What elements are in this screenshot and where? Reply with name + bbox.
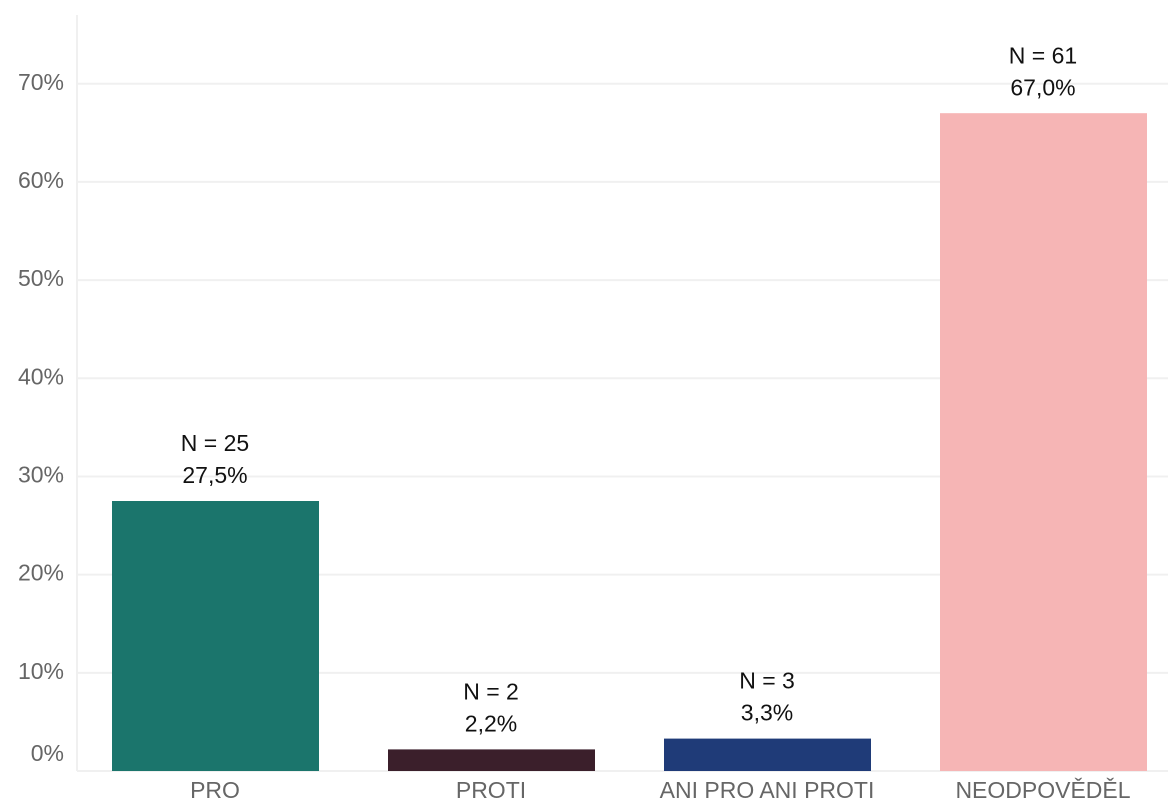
value-label: 67,0% bbox=[1010, 74, 1075, 100]
count-label: N = 2 bbox=[463, 678, 519, 704]
y-tick-label: 30% bbox=[18, 462, 64, 488]
count-label: N = 3 bbox=[739, 668, 795, 694]
count-label: N = 25 bbox=[181, 430, 249, 456]
y-tick-label: 20% bbox=[18, 560, 64, 586]
y-tick-label: 40% bbox=[18, 363, 64, 389]
bar bbox=[940, 113, 1147, 771]
x-tick-label: PROTI bbox=[456, 777, 526, 803]
bar bbox=[388, 749, 595, 771]
value-label: 2,2% bbox=[465, 710, 517, 736]
x-tick-label: NEODPOVĚDĚL bbox=[955, 777, 1130, 803]
x-tick-label: PRO bbox=[190, 777, 240, 803]
bar bbox=[664, 738, 871, 771]
y-tick-label: 0% bbox=[31, 740, 64, 766]
value-label: 3,3% bbox=[741, 700, 793, 726]
value-label: 27,5% bbox=[182, 462, 247, 488]
y-tick-label: 70% bbox=[18, 69, 64, 95]
y-tick-label: 10% bbox=[18, 658, 64, 684]
y-tick-label: 50% bbox=[18, 265, 64, 291]
x-tick-label: ANI PRO ANI PROTI bbox=[660, 777, 875, 803]
bar bbox=[112, 501, 319, 771]
count-label: N = 61 bbox=[1009, 42, 1077, 68]
y-tick-label: 60% bbox=[18, 167, 64, 193]
